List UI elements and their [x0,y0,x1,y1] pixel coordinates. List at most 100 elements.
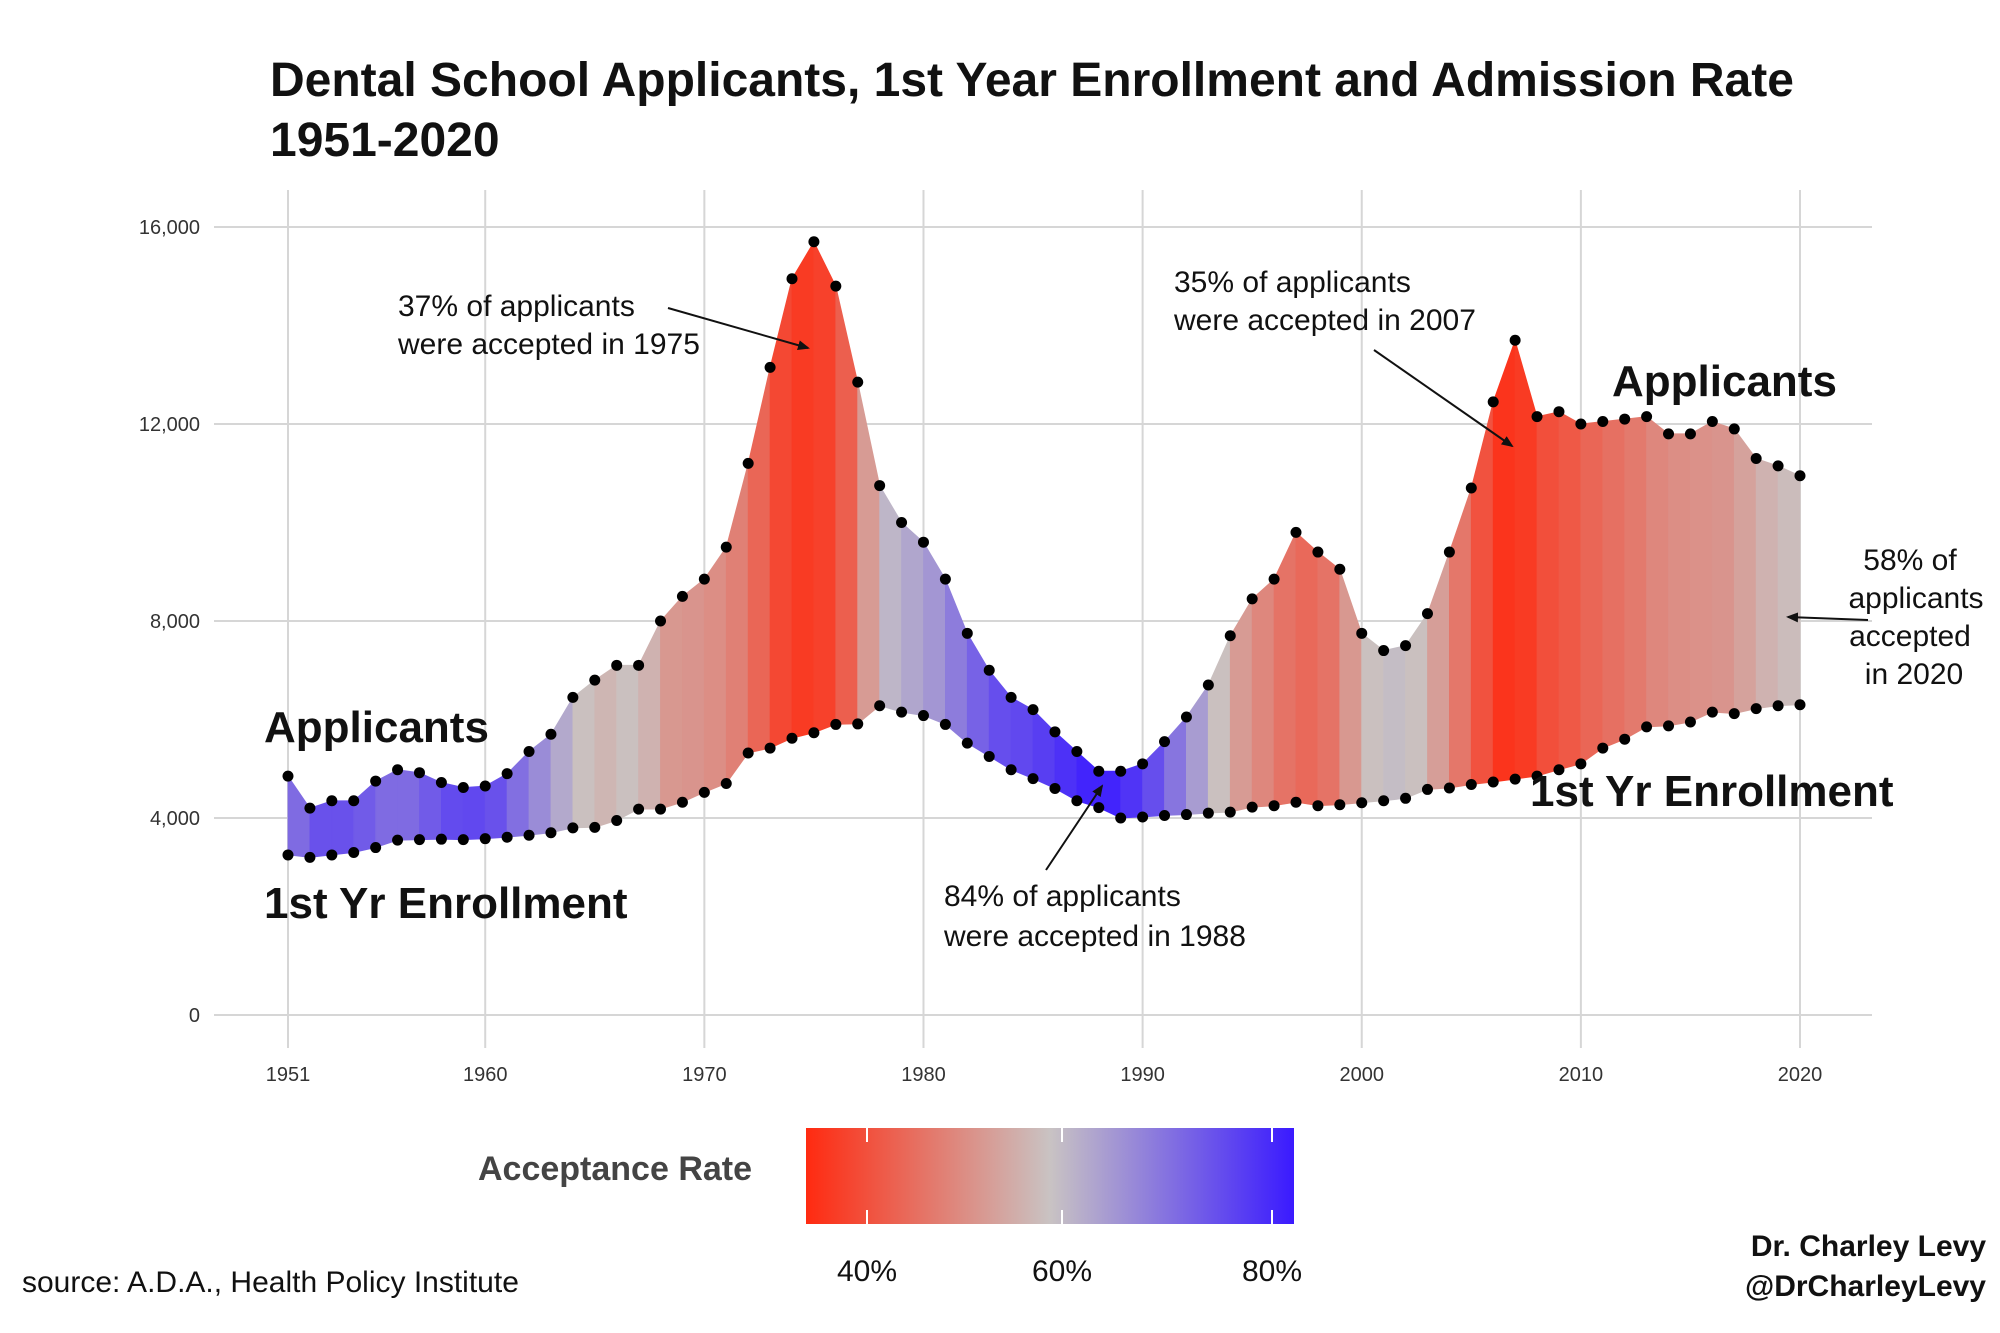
band-1963 [550,695,574,834]
point-enrollment-2015 [1684,716,1696,728]
point-enrollment-1952 [304,851,316,863]
point-applicants-1986 [1049,726,1061,738]
point-enrollment-2007 [1509,773,1521,785]
band-1996 [1273,532,1297,807]
point-enrollment-1987 [1071,795,1083,807]
point-enrollment-2002 [1400,792,1412,804]
series-label-applicants-right: Applicants [1612,357,1837,406]
point-enrollment-1969 [676,796,688,808]
band-1971 [725,463,749,785]
y-tick-label: 4,000 [150,808,200,830]
point-applicants-1960 [479,780,491,792]
point-applicants-2015 [1684,428,1696,440]
annotation-2007-line1: 35% of applicants [1174,266,1411,299]
band-1995 [1251,578,1275,808]
point-enrollment-2010 [1575,758,1587,770]
band-2009 [1558,411,1582,771]
series-label-applicants-left: Applicants [264,703,489,752]
point-enrollment-1971 [720,778,732,790]
band-1977 [857,382,881,725]
point-applicants-1961 [501,768,513,780]
point-enrollment-1974 [786,732,798,744]
point-enrollment-1967 [633,803,645,815]
annotation-2020-line3: accepted [1849,620,1971,653]
point-applicants-2004 [1443,546,1455,558]
point-enrollment-1958 [435,833,447,845]
x-tick-label: 1951 [266,1064,311,1086]
x-tick-label: 2020 [1778,1064,1823,1086]
chart-title-years: 1951-2020 [270,114,500,167]
point-applicants-1998 [1312,546,1324,558]
band-2006 [1492,340,1516,783]
point-applicants-1984 [1005,691,1017,703]
point-applicants-1993 [1202,679,1214,691]
point-applicants-2016 [1706,416,1718,428]
annotation-1975-line2: were accepted in 1975 [397,328,700,361]
point-enrollment-1976 [830,718,842,730]
point-applicants-1954 [348,795,360,807]
point-enrollment-1972 [742,747,754,759]
annotation-2020: 58% of applicants accepted in 2020 [1786,544,1984,691]
point-enrollment-1963 [545,827,557,839]
band-2001 [1383,645,1406,802]
point-applicants-1964 [567,691,579,703]
point-enrollment-1986 [1049,782,1061,794]
annotation-2007-arrow [1373,349,1514,448]
point-applicants-1963 [545,728,557,740]
point-enrollment-2012 [1619,733,1631,745]
point-enrollment-1983 [983,750,995,762]
band-2008 [1536,411,1560,777]
point-applicants-1992 [1180,711,1192,723]
band-2004 [1449,487,1472,789]
point-applicants-1973 [764,361,776,373]
band-2003 [1427,551,1450,790]
band-1956 [397,769,420,841]
point-enrollment-1968 [655,803,667,815]
point-applicants-1980 [917,536,929,548]
point-enrollment-1970 [698,786,710,798]
point-applicants-2011 [1597,416,1609,428]
point-enrollment-2001 [1378,795,1390,807]
point-enrollment-2017 [1728,708,1740,720]
band-1975 [813,241,837,734]
point-applicants-2019 [1772,460,1784,472]
point-applicants-1953 [326,795,338,807]
band-2011 [1602,418,1626,749]
point-applicants-1982 [961,627,973,639]
x-tick-label: 1970 [682,1064,727,1086]
point-applicants-1974 [786,273,798,285]
point-applicants-2017 [1728,423,1740,435]
band-1966 [616,664,639,822]
band-1999 [1339,569,1363,806]
point-applicants-1967 [633,659,645,671]
point-applicants-2007 [1509,334,1521,346]
point-applicants-1977 [852,376,864,388]
point-enrollment-1953 [326,849,338,861]
point-enrollment-1991 [1159,810,1171,822]
band-2019 [1777,465,1801,707]
point-applicants-1979 [896,517,908,528]
point-enrollment-2009 [1553,764,1565,776]
point-enrollment-1996 [1268,800,1280,812]
point-applicants-1995 [1246,593,1258,605]
band-1981 [945,578,968,744]
point-applicants-1951 [282,770,294,782]
point-enrollment-1994 [1224,806,1236,818]
point-applicants-1962 [523,746,535,758]
band-1982 [966,631,990,758]
point-enrollment-1955 [370,842,382,854]
band-1980 [923,540,946,725]
point-enrollment-1960 [479,833,491,845]
point-enrollment-2005 [1465,779,1477,791]
point-applicants-2005 [1465,482,1477,494]
band-1998 [1317,551,1341,807]
point-applicants-1966 [611,659,623,671]
point-applicants-2002 [1400,640,1412,652]
legend-tick-40: 40% [837,1255,897,1288]
band-2000 [1361,632,1385,804]
annotation-1975-arrow [667,307,810,351]
point-enrollment-2013 [1641,721,1653,733]
x-tick-label: 1980 [901,1064,946,1086]
band-2005 [1470,401,1494,785]
